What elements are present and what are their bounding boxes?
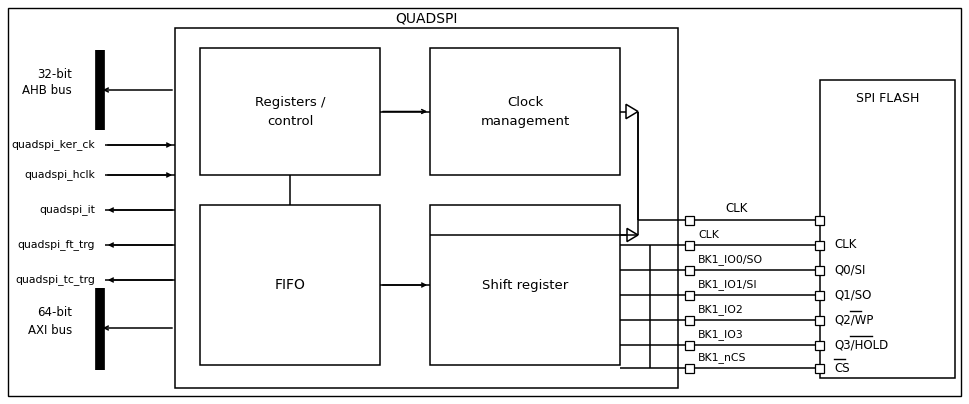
Bar [816, 215, 825, 225]
Bar [430, 48, 620, 175]
Text: CLK: CLK [725, 202, 747, 215]
Text: QUADSPI: QUADSPI [395, 11, 457, 25]
Text: Q3/HOLD: Q3/HOLD [834, 339, 889, 351]
Bar [200, 205, 380, 365]
Text: BK1_IO0/SO: BK1_IO0/SO [698, 255, 764, 265]
Bar [685, 265, 695, 274]
Text: FIFO: FIFO [274, 278, 305, 292]
Text: Q1/SO: Q1/SO [834, 288, 871, 301]
Text: CS: CS [834, 362, 850, 375]
Text: BK1_IO1/SI: BK1_IO1/SI [698, 280, 758, 290]
Bar [820, 80, 955, 378]
Text: 32-bit: 32-bit [37, 67, 72, 80]
Bar [816, 364, 825, 372]
Text: AXI bus: AXI bus [28, 324, 72, 337]
Bar [685, 215, 695, 225]
Text: CLK: CLK [834, 238, 857, 252]
Text: quadspi_it: quadspi_it [39, 204, 95, 215]
Text: Q0/SI: Q0/SI [834, 263, 865, 276]
Bar [816, 265, 825, 274]
Text: quadspi_ft_trg: quadspi_ft_trg [17, 240, 95, 250]
Text: SPI FLASH: SPI FLASH [856, 91, 920, 105]
Text: control: control [266, 115, 313, 128]
Text: quadspi_ker_ck: quadspi_ker_ck [12, 139, 95, 150]
Bar [430, 205, 620, 365]
Text: CLK: CLK [698, 230, 719, 240]
Bar [175, 28, 678, 388]
Bar [200, 48, 380, 175]
Bar [685, 364, 695, 372]
Text: Q2/WP: Q2/WP [834, 314, 873, 326]
Bar [816, 290, 825, 299]
Text: BK1_IO3: BK1_IO3 [698, 330, 744, 341]
Text: Shift register: Shift register [482, 278, 568, 292]
Text: 64-bit: 64-bit [37, 307, 72, 320]
Bar [816, 316, 825, 324]
Bar [685, 316, 695, 324]
Bar [816, 240, 825, 250]
Text: quadspi_hclk: quadspi_hclk [24, 170, 95, 181]
Bar [816, 341, 825, 349]
Text: BK1_nCS: BK1_nCS [698, 353, 746, 364]
Bar [685, 290, 695, 299]
Bar [685, 341, 695, 349]
Text: management: management [481, 115, 570, 128]
Text: quadspi_tc_trg: quadspi_tc_trg [16, 275, 95, 286]
Text: Clock: Clock [507, 96, 544, 109]
Text: BK1_IO2: BK1_IO2 [698, 305, 744, 316]
Text: AHB bus: AHB bus [22, 84, 72, 97]
Bar [685, 240, 695, 250]
Text: Registers /: Registers / [255, 96, 326, 109]
